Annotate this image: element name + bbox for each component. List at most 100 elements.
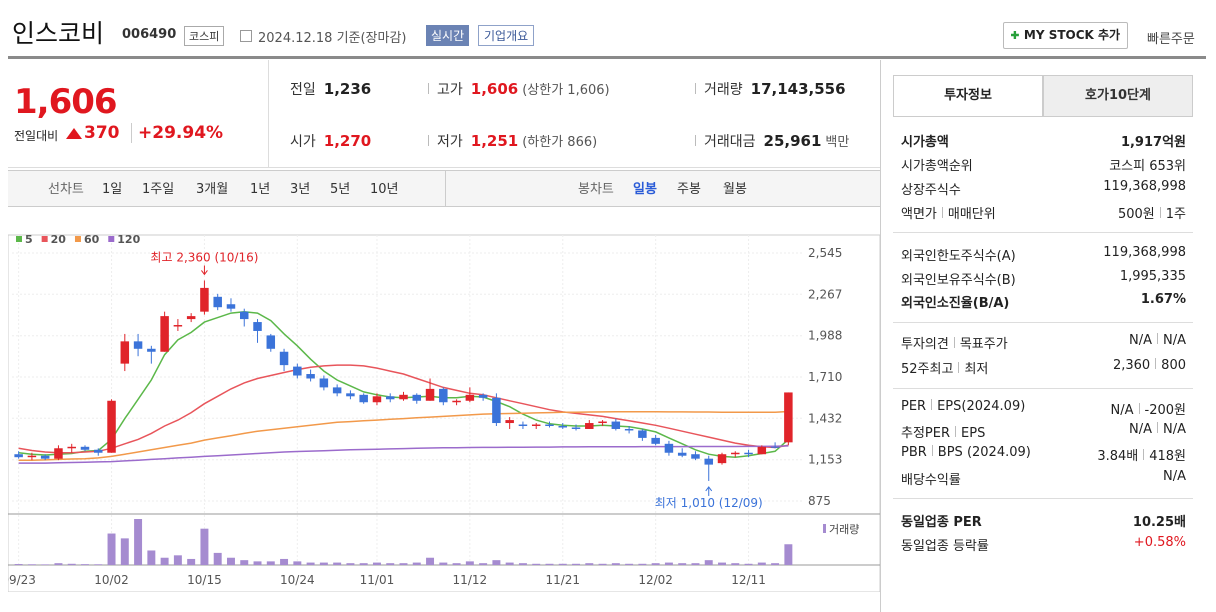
y-tick-label: 875: [808, 494, 831, 508]
overview-button[interactable]: 기업개요: [478, 25, 535, 46]
divider: [893, 322, 1193, 323]
volume-bar: [651, 563, 660, 565]
candle-body: [213, 296, 222, 308]
candle-body: [319, 378, 329, 388]
period-tab[interactable]: 5년: [330, 182, 351, 197]
price-item: 거래대금 25,961 백만: [695, 131, 849, 151]
volume-bar: [27, 564, 36, 565]
candle-body: [412, 394, 422, 401]
candle-body: [94, 449, 103, 453]
candle-body: [677, 452, 687, 456]
candle-body: [585, 423, 594, 429]
volume-bar: [611, 563, 620, 565]
quick-order[interactable]: 빠른주문: [1147, 32, 1195, 47]
candle-body: [531, 424, 541, 427]
arrow-head: [201, 270, 208, 276]
separator: [428, 83, 429, 94]
item-label: 전일: [290, 82, 316, 98]
info-row: 외국인한도주식수(A) 119,368,998: [901, 245, 1186, 264]
period-tab[interactable]: 10년: [370, 182, 399, 197]
info-row: 시가총액 1,917억원: [901, 131, 1186, 150]
info-label: 외국인소진율(B/A): [901, 292, 1009, 311]
candle-body: [731, 452, 740, 455]
volume-bar: [439, 562, 448, 565]
volume-bar: [120, 538, 129, 565]
y-tick-label: 2,545: [808, 246, 842, 260]
volume-bar: [585, 563, 594, 565]
legend-swatch: [108, 236, 115, 242]
label-part: 추정PER: [901, 426, 951, 441]
side-tab[interactable]: 호가10단계: [1043, 75, 1193, 117]
candle-body: [332, 387, 342, 394]
arrow-head: [705, 486, 713, 492]
period-tab[interactable]: 3개월: [196, 182, 229, 197]
item-label: 시가: [290, 134, 316, 150]
candle-body: [770, 446, 780, 448]
candle-body: [385, 396, 395, 400]
value-part: N/A: [1129, 333, 1152, 348]
ma-line: [18, 445, 789, 464]
period-tab[interactable]: 3년: [290, 182, 311, 197]
legend-swatch: [74, 236, 81, 242]
candle-body: [757, 446, 767, 455]
volume-bar: [359, 563, 368, 565]
info-value: +0.58%: [1134, 535, 1186, 554]
candle-tab[interactable]: 주봉: [677, 182, 701, 197]
volume-bar: [731, 563, 740, 565]
candle-body: [611, 421, 621, 429]
side-tab[interactable]: 투자정보: [893, 75, 1043, 117]
volume-bar: [319, 562, 328, 565]
legend-label: 20: [51, 233, 67, 246]
tab-bar: [8, 170, 880, 207]
change-label: 전일대비: [14, 129, 59, 143]
candle-body: [133, 341, 143, 349]
candle-body: [306, 374, 315, 379]
volume-bar: [160, 557, 169, 565]
volume-legend: 거래량: [829, 523, 859, 536]
divider: [893, 498, 1193, 499]
separator: [1155, 358, 1157, 369]
label-part: 액면가: [901, 207, 937, 222]
info-value: N/A N/A: [1129, 333, 1186, 352]
candle-tab[interactable]: 일봉: [633, 182, 657, 197]
divider: [893, 388, 1193, 389]
candle-body: [399, 394, 408, 400]
period-tab[interactable]: 1일: [102, 182, 123, 197]
x-tick-label: 12/11: [731, 573, 766, 587]
info-value: 119,368,998: [1103, 179, 1186, 198]
separator: [1143, 449, 1145, 460]
separator: [955, 426, 957, 437]
value-part: 800: [1161, 358, 1186, 373]
x-tick-label: 11/01: [360, 573, 395, 587]
legend-label: 5: [25, 233, 33, 246]
ma-line: [18, 364, 789, 454]
candle-body: [27, 455, 37, 458]
period-tab[interactable]: 1주일: [142, 182, 175, 197]
annotation: 최저 1,010 (12/09): [655, 496, 763, 510]
volume-bar: [452, 563, 461, 565]
candle-body: [558, 426, 568, 428]
ma-line: [18, 310, 789, 458]
label-part: 시가총액: [901, 135, 949, 150]
volume-bar: [134, 519, 143, 565]
volume-bar: [532, 563, 541, 565]
period-tab[interactable]: 1년: [250, 182, 271, 197]
candle-tab[interactable]: 월봉: [723, 182, 747, 197]
volume-bar: [399, 563, 408, 565]
divider: [268, 60, 269, 168]
info-label: 시가총액: [901, 131, 949, 150]
info-label: 배당수익률: [901, 469, 961, 488]
realtime-button[interactable]: 실시간: [426, 25, 470, 46]
info-row: 투자의견 목표주가 N/A N/A: [901, 333, 1186, 352]
candle-body: [465, 394, 475, 401]
price-item: 시가 1,270: [290, 131, 371, 151]
info-label: PBR BPS (2024.09): [901, 445, 1031, 464]
item-note: (상한가 1,606): [522, 83, 610, 98]
mystock-button[interactable]: MY STOCK 추가: [1003, 22, 1128, 49]
separator: [1159, 207, 1161, 218]
info-row: 외국인소진율(B/A) 1.67%: [901, 292, 1186, 311]
volume-bar: [545, 563, 554, 565]
info-value: 10.25배: [1133, 511, 1186, 530]
volume-bar: [67, 563, 76, 565]
